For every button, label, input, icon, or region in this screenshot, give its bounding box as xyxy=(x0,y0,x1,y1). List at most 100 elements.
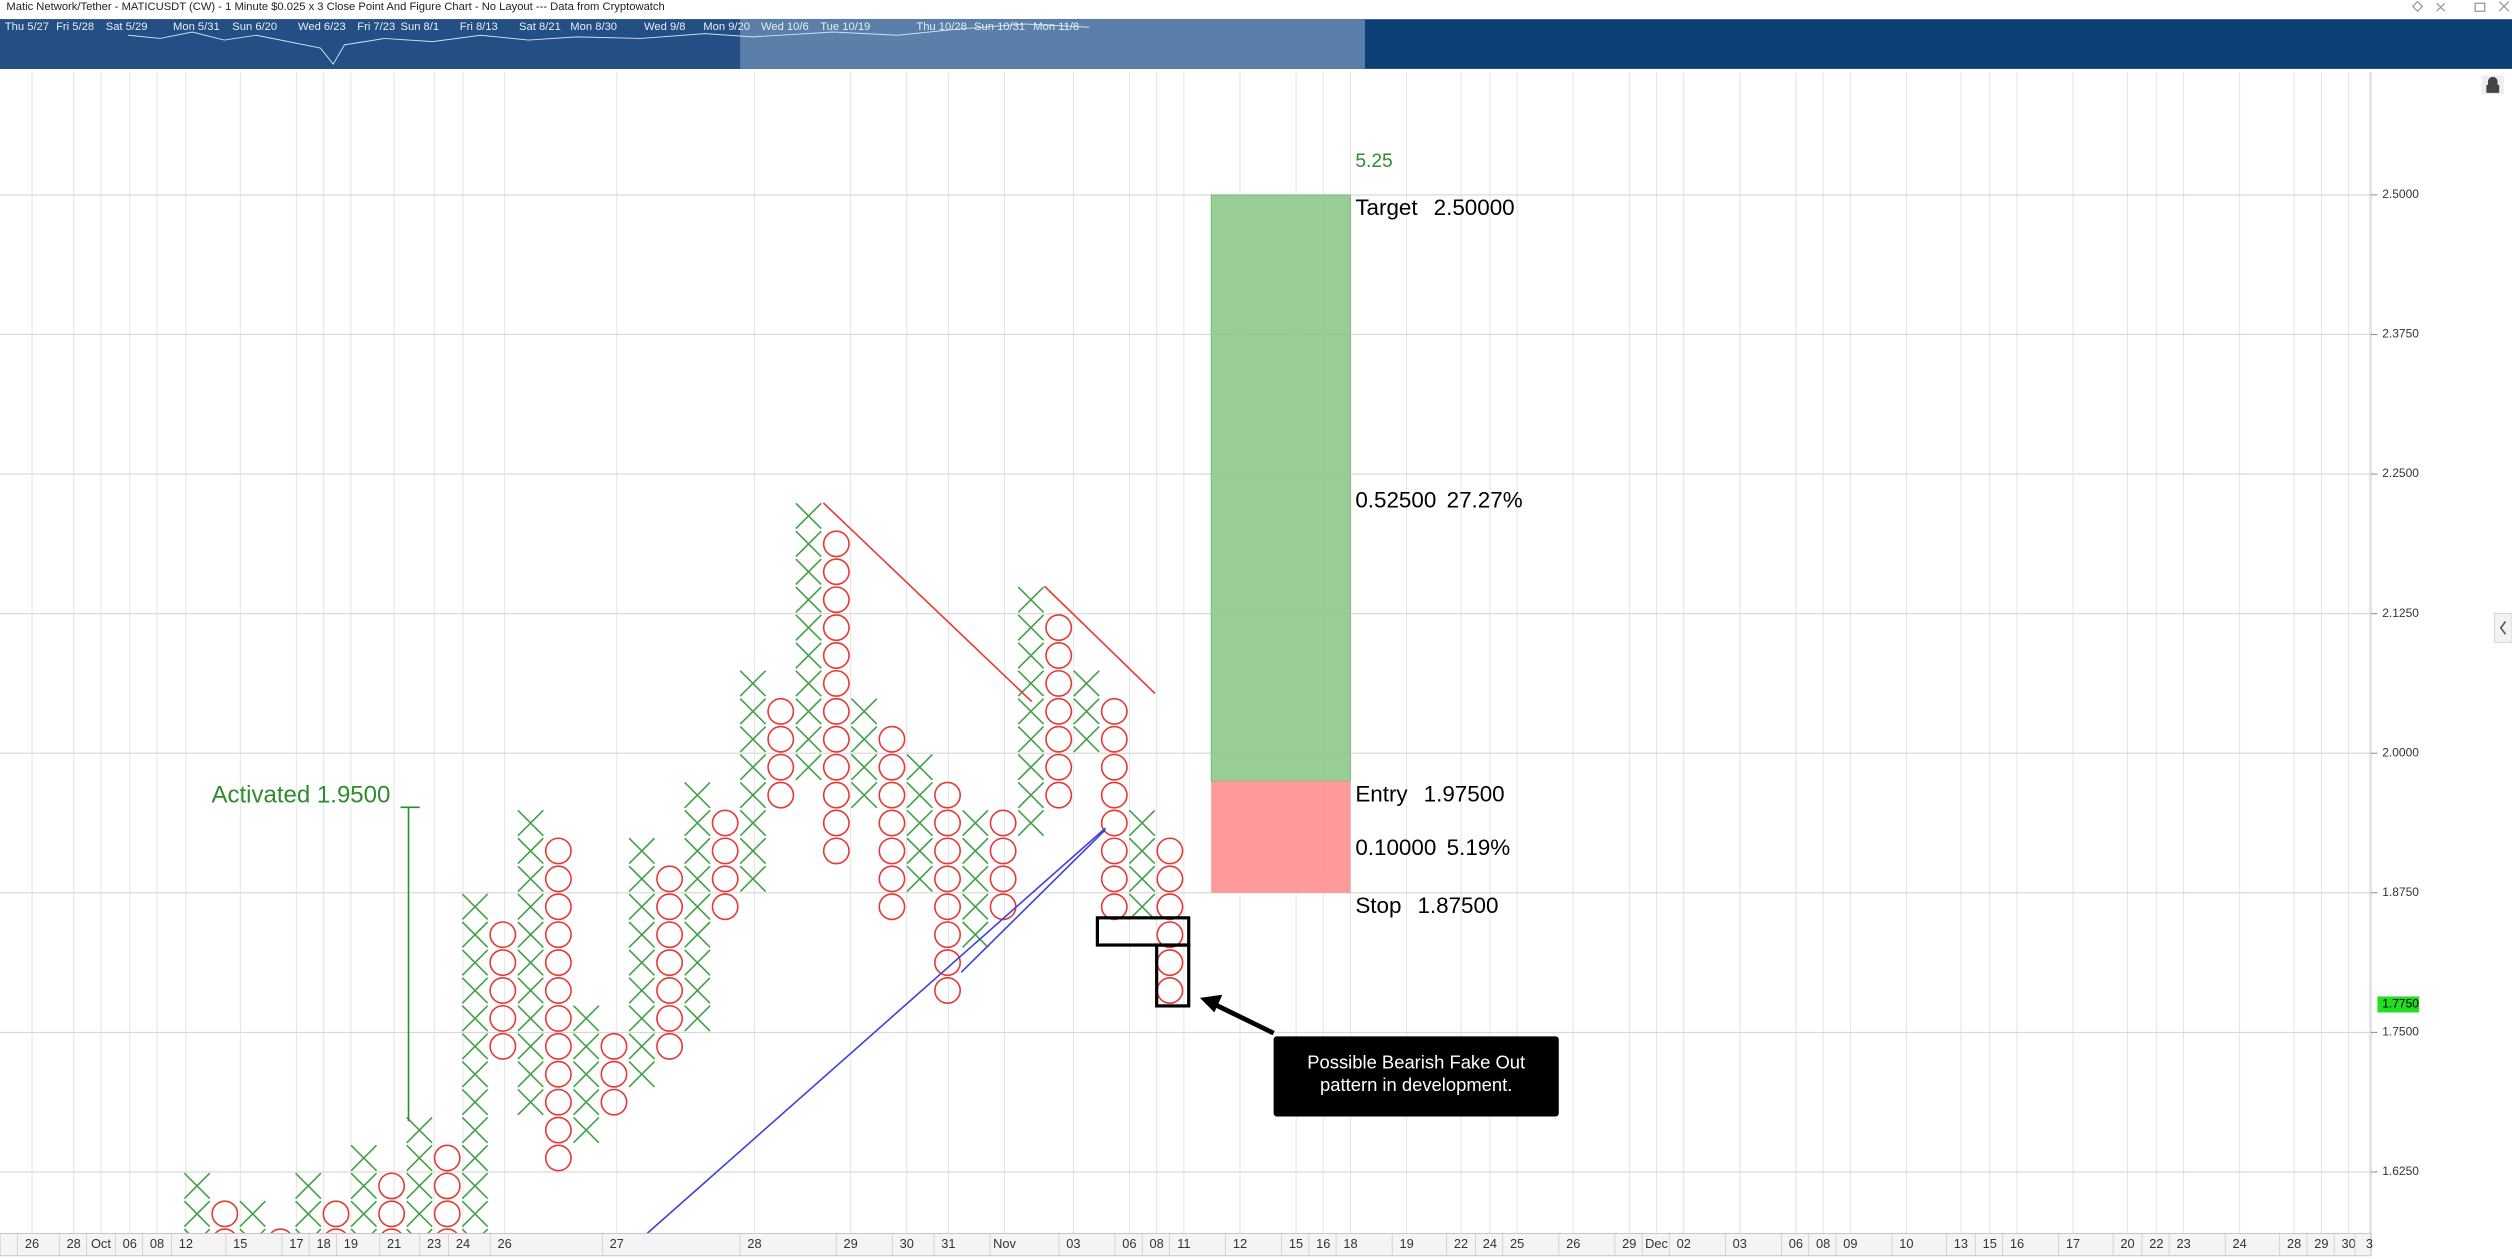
o-box xyxy=(656,977,684,1004)
o-box xyxy=(544,1060,572,1088)
x-tick-label: 28 xyxy=(747,1236,761,1251)
reward-zone xyxy=(1210,194,1351,782)
x-box xyxy=(517,809,544,837)
x-box xyxy=(684,977,711,1004)
navigator-window xyxy=(740,19,1365,69)
x-box xyxy=(517,1061,544,1088)
y-tick-label: 2.0000 xyxy=(2382,745,2419,759)
x-column xyxy=(795,502,822,781)
level-name: Entry xyxy=(1355,781,1408,806)
x-tick-label: 26 xyxy=(498,1236,512,1251)
x-tick-label: 10 xyxy=(1899,1236,1913,1251)
level-value: 1.97500 xyxy=(1424,781,1505,806)
o-box xyxy=(656,1004,684,1032)
o-box xyxy=(1100,893,1128,921)
o-column xyxy=(378,1172,406,1234)
plot-area xyxy=(183,502,1184,1234)
navigator-label: Sat 8/21 xyxy=(519,21,561,33)
o-box xyxy=(822,781,850,809)
o-box xyxy=(1156,921,1184,949)
x-box xyxy=(850,698,878,725)
x-box xyxy=(684,809,711,837)
o-box xyxy=(214,1228,236,1234)
x-column xyxy=(1128,809,1156,921)
x-tick-label: 29 xyxy=(1622,1236,1636,1251)
x-tick-label: 22 xyxy=(2149,1236,2163,1251)
navigator-label: Fri 7/23 xyxy=(357,21,395,33)
support-line xyxy=(646,827,1106,1234)
o-box xyxy=(433,1200,461,1228)
x-tick-label: 22 xyxy=(1454,1236,1468,1251)
x-box xyxy=(795,558,822,586)
o-box xyxy=(1156,865,1184,893)
x-box xyxy=(1017,586,1045,613)
x-box xyxy=(739,809,767,837)
o-box xyxy=(822,809,850,837)
o-box xyxy=(934,949,962,977)
x-box xyxy=(406,1116,433,1144)
x-box xyxy=(406,1200,433,1228)
o-box xyxy=(656,865,684,893)
x-box xyxy=(628,921,656,948)
x-box xyxy=(628,865,656,893)
o-box xyxy=(1156,837,1184,865)
x-box xyxy=(294,1200,322,1228)
x-tick-label: 08 xyxy=(1150,1236,1164,1251)
o-box xyxy=(600,1032,628,1060)
o-box xyxy=(544,1004,572,1032)
x-box xyxy=(1128,865,1156,893)
x-tick-label: 17 xyxy=(2066,1236,2080,1251)
x-box xyxy=(739,726,767,753)
navigator-label: Sun 10/31 xyxy=(974,21,1025,33)
x-box xyxy=(1128,837,1156,865)
o-box xyxy=(822,558,850,586)
x-tick-label: 18 xyxy=(316,1236,330,1251)
x-box xyxy=(572,1061,600,1088)
x-box xyxy=(1017,809,1045,837)
x-box xyxy=(795,698,822,725)
x-box xyxy=(739,837,767,865)
x-box xyxy=(906,837,933,865)
navigator-label: Fri 8/13 xyxy=(460,21,498,33)
x-box xyxy=(461,1088,489,1116)
x-tick-label: 25 xyxy=(1510,1236,1524,1251)
x-tick-label: 24 xyxy=(456,1236,470,1251)
o-box xyxy=(878,753,906,781)
y-tick-label: 1.6250 xyxy=(2382,1164,2419,1178)
x-tick-label: 24 xyxy=(2233,1236,2247,1251)
x-box xyxy=(962,921,989,948)
o-box xyxy=(878,893,906,921)
o-box xyxy=(544,865,572,893)
x-tick-label: 06 xyxy=(1789,1236,1803,1251)
o-box xyxy=(1100,753,1128,781)
o-box xyxy=(1045,725,1073,753)
o-column xyxy=(433,1144,461,1234)
x-tick-label: 19 xyxy=(344,1236,358,1251)
navigator-label: Mon 11/8 xyxy=(1033,21,1079,33)
x-tick-label: 08 xyxy=(150,1236,164,1251)
x-tick-label: 30 xyxy=(2341,1236,2355,1251)
navigator-label: Sat 5/29 xyxy=(106,21,148,33)
callout-box xyxy=(1273,1036,1559,1117)
navigator-label: Sun 8/1 xyxy=(401,21,440,33)
x-box xyxy=(628,977,656,1004)
trade-setup: 5.25 0.52500 27.27% 0.10000 5.19% Target… xyxy=(1210,151,1523,918)
o-box xyxy=(656,893,684,921)
x-tick-label: 28 xyxy=(2287,1236,2301,1251)
x-tick-label: 06 xyxy=(1122,1236,1136,1251)
collapse-button[interactable] xyxy=(2493,613,2512,643)
x-box xyxy=(572,1005,600,1032)
axes: 26 28 Oct 06 08 12 15 17 18 19 21 23 24 26 27 28 29 30 31 N… xyxy=(0,72,2512,1257)
navigator-label: Sun 6/20 xyxy=(232,21,277,33)
o-column xyxy=(1045,614,1073,809)
lock-icon xyxy=(2486,76,2500,93)
o-column xyxy=(269,1228,291,1234)
highlight-box xyxy=(1095,916,1191,947)
o-box xyxy=(822,586,850,614)
o-box xyxy=(711,837,739,865)
x-tick-label: 28 xyxy=(67,1236,81,1251)
o-box xyxy=(822,837,850,865)
o-box xyxy=(378,1172,406,1200)
x-box xyxy=(572,1033,600,1060)
x-tick-label: 26 xyxy=(25,1236,39,1251)
